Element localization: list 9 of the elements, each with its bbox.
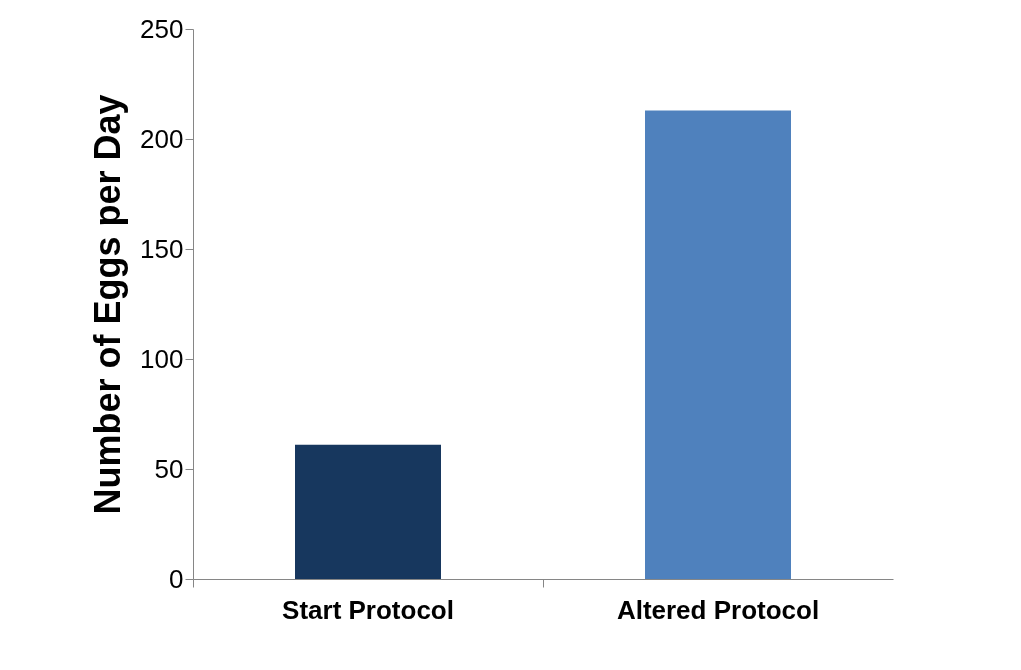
y-tick-label: 50 <box>154 453 184 484</box>
y-tick-label: 150 <box>140 233 184 264</box>
x-tick-label: Altered Protocol <box>616 594 820 625</box>
y-tick-label: 100 <box>140 343 184 374</box>
y-tick-label: 200 <box>140 123 184 154</box>
y-tick-label: 0 <box>169 563 184 594</box>
y-axis-title: Number of Eggs per Day <box>87 94 129 515</box>
y-tick-label: 250 <box>140 13 184 44</box>
x-tick-label: Start Protocol <box>282 594 454 625</box>
